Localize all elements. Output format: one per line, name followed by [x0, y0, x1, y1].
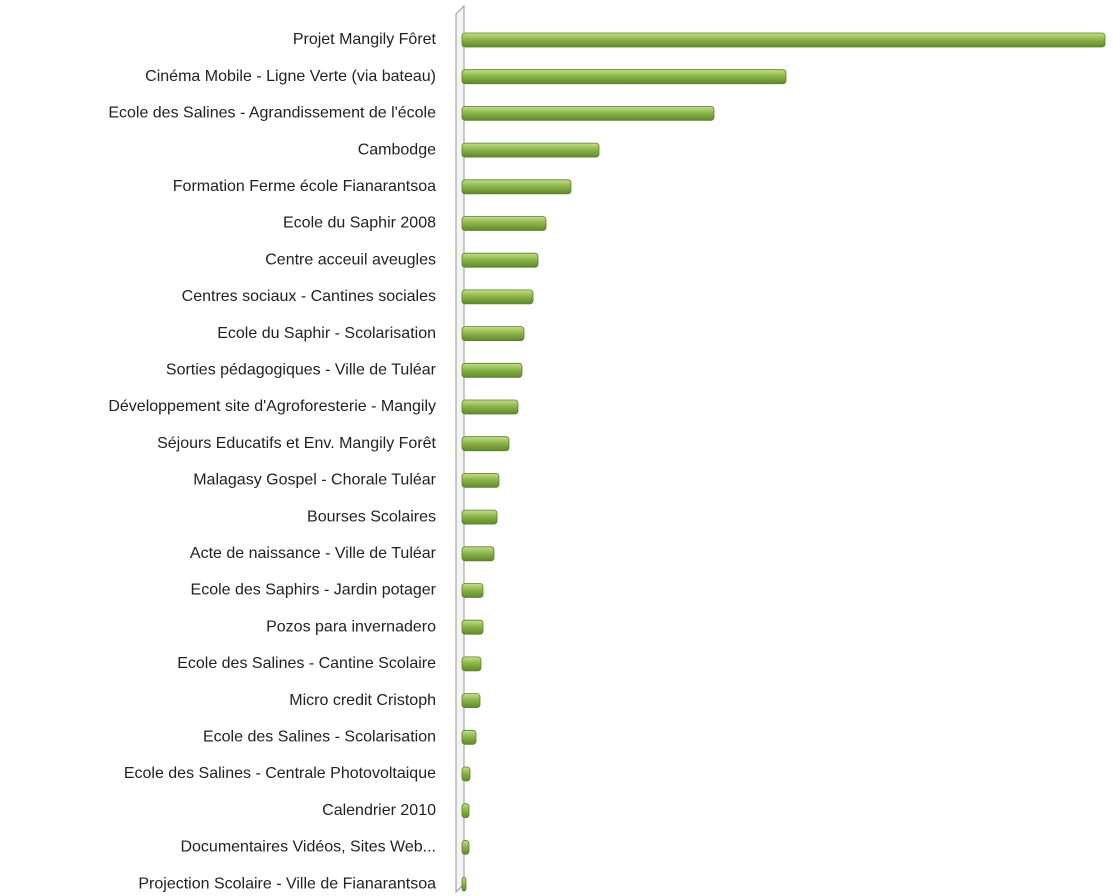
y-tick-label: Projet Mangily Fôret [293, 31, 437, 48]
y-tick-label: Cambodge [358, 141, 436, 158]
bar [461, 399, 519, 415]
y-tick-label: Ecole du Saphir 2008 [283, 215, 436, 232]
y-tick-label: Cinéma Mobile - Ligne Verte (via bateau) [145, 68, 436, 85]
y-tick-label: Centres sociaux - Cantines sociales [182, 288, 436, 305]
bar [461, 326, 525, 342]
y-tick-label: Pozos para invernadero [266, 618, 436, 635]
bar [461, 509, 498, 525]
bar [461, 546, 495, 562]
y-tick-label: Projection Scolaire - Ville de Fianarant… [138, 875, 436, 892]
bar [461, 69, 787, 85]
bar [461, 693, 481, 708]
bar [461, 436, 510, 452]
bar [461, 583, 484, 598]
bar [461, 362, 523, 378]
y-tick-label: Ecole des Salines - Cantine Scolaire [177, 655, 436, 672]
y-tick-label: Ecole du Saphir - Scolarisation [217, 325, 436, 342]
bar [461, 142, 600, 158]
bar [461, 179, 572, 195]
y-tick-label: Formation Ferme école Fianarantsoa [173, 178, 436, 195]
bar [461, 619, 484, 635]
bar [461, 729, 477, 745]
y-tick-label: Séjours Educatifs et Env. Mangily Forêt [157, 435, 436, 452]
bar [461, 656, 482, 672]
bar [461, 216, 547, 231]
y-tick-label: Développement site d'Agroforesterie - Ma… [108, 398, 436, 415]
y-tick-label: Ecole des Saphirs - Jardin potager [191, 582, 437, 599]
y-tick-label: Ecole des Salines - Scolarisation [203, 729, 436, 746]
y-tick-label: Ecole des Salines - Agrandissement de l'… [108, 105, 436, 122]
bar [461, 32, 1106, 48]
bar [461, 876, 467, 892]
y-tick-label: Micro credit Cristoph [289, 692, 436, 709]
y-tick-label: Calendrier 2010 [322, 802, 436, 819]
bar [461, 106, 715, 121]
y-tick-label: Sorties pédagogiques - Ville de Tuléar [166, 362, 437, 379]
bar [461, 803, 470, 819]
y-tick-label: Documentaires Vidéos, Sites Web... [180, 839, 436, 856]
y-tick-label: Acte de naissance - Ville de Tuléar [190, 545, 437, 562]
y-tick-label: Centre acceuil aveugles [265, 251, 436, 268]
bar [461, 840, 470, 855]
bar [461, 472, 500, 488]
y-tick-label: Bourses Scolaires [307, 508, 436, 525]
bar [461, 289, 534, 305]
bar [461, 252, 539, 268]
bar [461, 766, 471, 782]
y-tick-label: Ecole des Salines - Centrale Photovoltai… [124, 765, 436, 782]
y-tick-label: Malagasy Gospel - Chorale Tuléar [193, 472, 436, 489]
